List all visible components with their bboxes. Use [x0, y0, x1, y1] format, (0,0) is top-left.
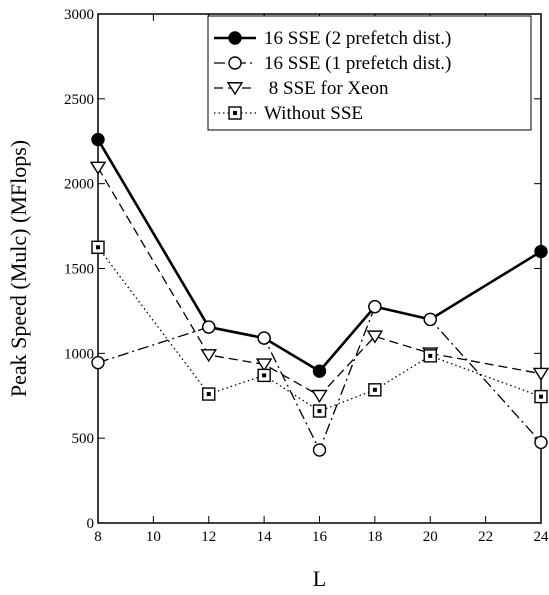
legend-marker-series-3: [226, 82, 244, 96]
series-4: [91, 240, 548, 418]
data-point: [200, 349, 218, 363]
x-tick-label: 18: [367, 529, 382, 545]
data-point: [534, 244, 548, 259]
legend-label-series-2: 16 SSE (1 prefetch dist.): [264, 53, 451, 74]
legend: 16 SSE (2 prefetch dist.) 16 SSE (1 pref…: [207, 15, 532, 131]
marker-square-dot: [539, 394, 543, 399]
data-point: [312, 364, 327, 378]
marker-square-dot: [317, 409, 322, 414]
y-tick-label: 1500: [64, 262, 94, 278]
data-point: [311, 389, 328, 404]
series-1: [91, 132, 548, 378]
series-line: [97, 305, 542, 452]
x-tick-label: 20: [423, 529, 438, 545]
data-point: [423, 312, 437, 327]
y-axis-title: Peak Speed (Mulc) (MFlops): [6, 140, 31, 397]
y-tick-label: 1000: [64, 346, 94, 362]
x-tick-label: 22: [478, 529, 493, 545]
legend-label-series-4: Without SSE: [264, 103, 363, 124]
data-point: [312, 443, 327, 457]
series-layer: [89, 132, 549, 457]
legend-marker-series-4: [228, 106, 242, 120]
x-tick-label: 24: [534, 529, 549, 545]
y-axis: 0 500 1000 1500 2000 2500 3000: [64, 7, 541, 532]
y-tick-label: 2000: [64, 177, 94, 193]
data-point: [257, 368, 271, 383]
data-point: [368, 383, 382, 397]
data-point: [91, 240, 105, 254]
data-point: [312, 404, 327, 418]
data-point: [257, 331, 271, 345]
series-line: [97, 246, 542, 412]
data-point: [91, 355, 105, 370]
series-2: [91, 299, 548, 457]
data-point: [202, 320, 216, 334]
y-tick-label: 2500: [64, 92, 94, 108]
series-line: [97, 167, 542, 397]
data-point: [255, 358, 273, 372]
x-axis-title: L: [313, 566, 326, 591]
y-tick-label: 0: [87, 516, 95, 532]
marker-square-dot: [96, 245, 100, 250]
y-tick-label: 3000: [64, 7, 94, 23]
marker-square-dot: [262, 373, 267, 378]
data-point: [368, 299, 382, 314]
data-point: [532, 367, 549, 381]
data-point: [91, 132, 105, 147]
data-point: [89, 161, 107, 175]
data-point: [202, 387, 216, 401]
data-point: [534, 389, 548, 404]
marker-square-dot: [372, 387, 377, 392]
x-tick-label: 16: [312, 529, 328, 545]
x-tick-label: 12: [201, 529, 216, 545]
x-tick-label: 14: [257, 529, 273, 545]
data-point: [534, 435, 548, 450]
series-line: [96, 138, 542, 373]
x-tick-label: 10: [146, 529, 161, 545]
legend-label-series-1: 16 SSE (2 prefetch dist.): [264, 28, 451, 49]
marker-square-dot: [428, 353, 433, 358]
x-tick-label: 8: [94, 529, 102, 545]
data-point: [423, 349, 437, 363]
y-tick-label: 500: [72, 431, 95, 447]
marker-square-dot: [206, 392, 211, 397]
legend-marker-series-1: [228, 31, 242, 45]
legend-box: [207, 15, 532, 131]
data-point: [366, 330, 384, 344]
legend-label-series-3: 8 SSE for Xeon: [264, 78, 389, 99]
marker-square-dot: [233, 111, 237, 115]
legend-marker-series-2: [228, 56, 242, 70]
